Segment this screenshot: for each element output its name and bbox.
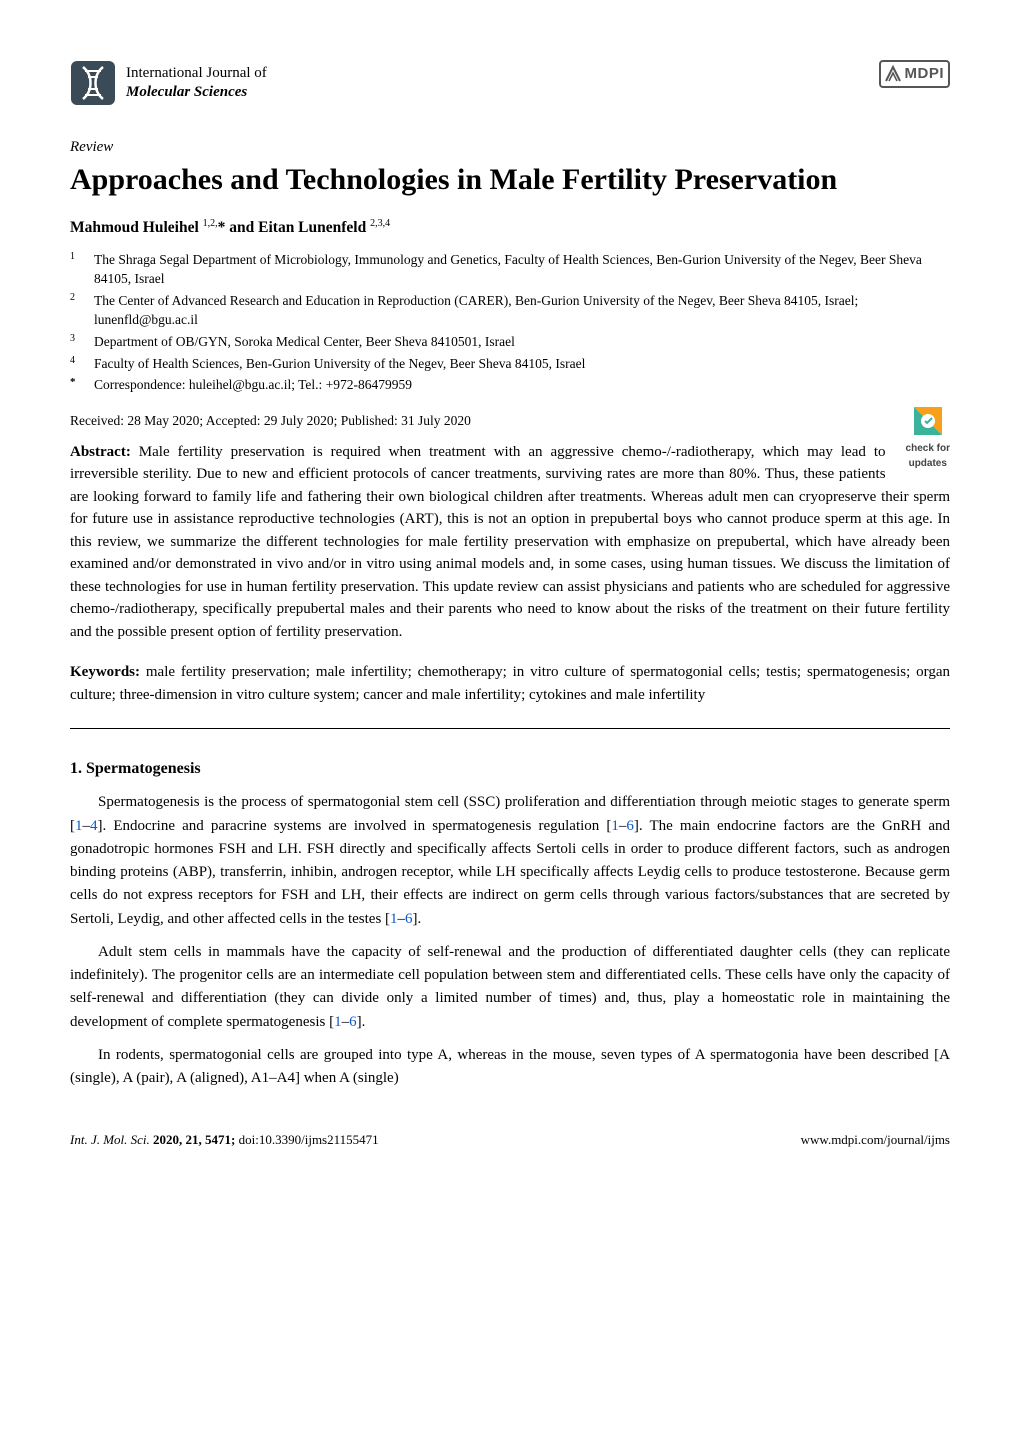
citation-link[interactable]: 1: [390, 911, 398, 927]
mdpi-icon: [883, 64, 903, 84]
affiliation-num: 3: [70, 332, 84, 352]
journal-name-line2: Molecular Sciences: [126, 83, 267, 102]
affiliation-num: 1: [70, 250, 84, 289]
abstract: Abstract: Male fertility preservation is…: [70, 441, 950, 644]
citation-link[interactable]: 1: [334, 1014, 342, 1030]
affiliation-item: 4 Faculty of Health Sciences, Ben-Gurion …: [70, 354, 950, 374]
footer-right: www.mdpi.com/journal/ijms: [801, 1130, 950, 1150]
page-header: International Journal of Molecular Scien…: [70, 60, 950, 106]
keywords: Keywords: male fertility preservation; m…: [70, 661, 950, 706]
check-for-updates-badge[interactable]: check for updates: [906, 403, 950, 471]
affiliation-item: 3 Department of OB/GYN, Soroka Medical Ce…: [70, 332, 950, 352]
affiliation-item: * Correspondence: huleihel@bgu.ac.il; Tel…: [70, 375, 950, 395]
affiliation-text: Department of OB/GYN, Soroka Medical Cen…: [94, 332, 515, 352]
affiliation-num: *: [70, 375, 84, 395]
check-updates-line1: check for: [906, 441, 950, 456]
author-1-affil: 1,2,: [203, 218, 218, 229]
divider: [70, 728, 950, 729]
affiliation-text: Faculty of Health Sciences, Ben-Gurion U…: [94, 354, 585, 374]
citation-link[interactable]: 1: [75, 818, 83, 834]
page-footer: Int. J. Mol. Sci. 2020, 21, 5471; doi:10…: [70, 1130, 950, 1150]
citation-link[interactable]: 6: [349, 1014, 357, 1030]
check-updates-line2: updates: [909, 456, 947, 471]
affiliation-item: 2 The Center of Advanced Research and Edu…: [70, 291, 950, 330]
author-1-name: Mahmoud Huleihel: [70, 219, 203, 236]
citation-link[interactable]: 1: [611, 818, 619, 834]
abstract-label: Abstract:: [70, 444, 131, 460]
footer-doi: doi:10.3390/ijms21155471: [239, 1132, 379, 1147]
keywords-text: male fertility preservation; male infert…: [70, 664, 950, 703]
citation-link[interactable]: 6: [405, 911, 413, 927]
section-heading: 1. Spermatogenesis: [70, 757, 950, 781]
article-type-label: Review: [70, 136, 950, 159]
citation-link[interactable]: 4: [90, 818, 98, 834]
journal-block: International Journal of Molecular Scien…: [70, 60, 267, 106]
keywords-label: Keywords:: [70, 664, 140, 680]
affiliation-num: 4: [70, 354, 84, 374]
publisher-logo: MDPI: [879, 60, 951, 88]
affiliation-num: 2: [70, 291, 84, 330]
body-section: 1. Spermatogenesis Spermatogenesis is th…: [70, 757, 950, 1090]
footer-journal-url[interactable]: www.mdpi.com/journal/ijms: [801, 1132, 950, 1147]
publication-dates: Received: 28 May 2020; Accepted: 29 July…: [70, 411, 950, 431]
citation-link[interactable]: 6: [626, 818, 634, 834]
author-2-affil: 2,3,4: [370, 218, 390, 229]
footer-year-vol: 2020, 21, 5471;: [150, 1132, 239, 1147]
check-updates-icon: [910, 403, 946, 439]
affiliation-text: The Shraga Segal Department of Microbiol…: [94, 250, 950, 289]
journal-name-line1: International Journal of: [126, 64, 267, 83]
affiliation-text: The Center of Advanced Research and Educ…: [94, 291, 950, 330]
footer-journal-abbrev: Int. J. Mol. Sci.: [70, 1132, 150, 1147]
authors-and: and Eitan Lunenfeld: [225, 219, 370, 236]
journal-name: International Journal of Molecular Scien…: [126, 64, 267, 102]
affiliations-list: 1 The Shraga Segal Department of Microbio…: [70, 250, 950, 395]
affiliation-item: 1 The Shraga Segal Department of Microbio…: [70, 250, 950, 289]
paper-title: Approaches and Technologies in Male Fert…: [70, 161, 950, 199]
body-paragraph: In rodents, spermatogonial cells are gro…: [70, 1044, 950, 1091]
abstract-text: Male fertility preservation is required …: [70, 444, 950, 640]
publisher-name: MDPI: [905, 63, 945, 86]
footer-left: Int. J. Mol. Sci. 2020, 21, 5471; doi:10…: [70, 1130, 379, 1150]
body-paragraph: Spermatogenesis is the process of sperma…: [70, 791, 950, 931]
affiliation-text: Correspondence: huleihel@bgu.ac.il; Tel.…: [94, 375, 412, 395]
authors-block: Mahmoud Huleihel 1,2,* and Eitan Lunenfe…: [70, 216, 950, 240]
authors-line: Mahmoud Huleihel 1,2,* and Eitan Lunenfe…: [70, 219, 390, 236]
body-paragraph: Adult stem cells in mammals have the cap…: [70, 941, 950, 1034]
journal-logo-icon: [70, 60, 116, 106]
